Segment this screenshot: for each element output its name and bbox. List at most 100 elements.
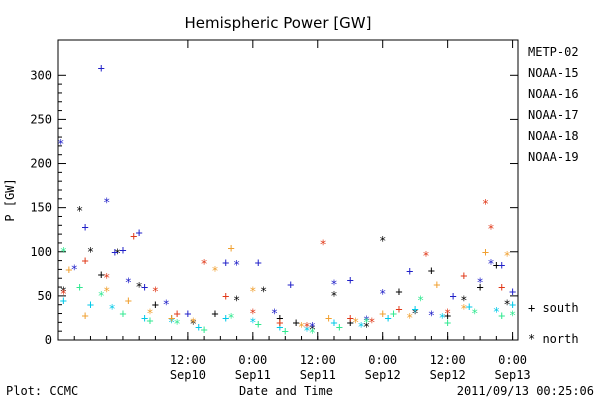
y-tick-label-6: 300 — [30, 68, 52, 82]
point-noaa-15-2: + — [81, 220, 88, 234]
point-noaa-17-10: * — [309, 326, 316, 340]
point-noaa-19-5: + — [173, 307, 180, 321]
point-metp-02-23: * — [460, 293, 467, 307]
y-axis-label: P [GW] — [3, 178, 17, 221]
point-noaa-15-17: * — [309, 320, 316, 334]
point-noaa-17-4: + — [146, 314, 153, 328]
point-noaa-15-21: * — [379, 287, 386, 301]
point-metp-02-26: * — [504, 298, 511, 312]
y-tick-label-5: 250 — [30, 112, 52, 126]
chart-title: Hemispheric Power [GW] — [185, 14, 372, 32]
point-noaa-15-8: + — [136, 225, 143, 239]
point-metp-02-2: * — [87, 245, 94, 259]
point-noaa-19-2: * — [103, 271, 110, 285]
point-noaa-16-17: + — [509, 298, 516, 312]
point-metp-02-11: * — [260, 284, 267, 298]
point-noaa-19-20: + — [498, 280, 505, 294]
point-noaa-17-18: * — [509, 308, 516, 322]
y-tick-label-0: 0 — [45, 333, 52, 347]
point-metp-02-7: + — [168, 311, 175, 325]
point-noaa-19-3: + — [130, 229, 137, 243]
point-noaa-16-3: + — [141, 311, 148, 325]
point-noaa-18-12: + — [325, 311, 332, 325]
point-metp-02-17: * — [363, 320, 370, 334]
point-noaa-17-6: + — [201, 322, 208, 336]
y-tick-label-1: 50 — [38, 289, 52, 303]
point-noaa-19-12: + — [347, 311, 354, 325]
x-tick-date-4: Sep12 — [430, 368, 466, 382]
point-metp-02-16: + — [347, 315, 354, 329]
point-noaa-16-8: + — [276, 320, 283, 334]
point-noaa-17-7: * — [228, 311, 235, 325]
point-noaa-19-10: * — [303, 320, 310, 334]
point-noaa-17-8: + — [255, 317, 262, 331]
point-noaa-18-18: + — [482, 245, 489, 259]
point-noaa-19-4: * — [152, 284, 159, 298]
legend-entry-noaa-16: NOAA-16 — [528, 87, 579, 101]
point-noaa-15-16: + — [287, 277, 294, 291]
y-tick-label-3: 150 — [30, 201, 52, 215]
point-noaa-15-19: + — [347, 273, 354, 287]
point-noaa-19-19: * — [487, 222, 494, 236]
point-noaa-17-12: * — [363, 315, 370, 329]
point-noaa-18-7: * — [211, 264, 218, 278]
point-metp-02-0: * — [60, 284, 67, 298]
point-noaa-16-1: + — [87, 298, 94, 312]
legend-entry-metp-02: METP-02 — [528, 45, 579, 59]
x-tick-time-5: 0:00 — [498, 353, 527, 367]
point-noaa-18-10: + — [276, 315, 283, 329]
point-metp-02-14: * — [309, 322, 316, 336]
point-noaa-17-0: * — [60, 245, 67, 259]
y-tick-label-4: 200 — [30, 157, 52, 171]
point-noaa-19-7: + — [222, 289, 229, 303]
point-noaa-19-14: + — [395, 302, 402, 316]
point-noaa-17-17: + — [498, 308, 505, 322]
point-metp-02-19: + — [395, 284, 402, 298]
x-tick-time-1: 0:00 — [238, 353, 267, 367]
x-tick-time-3: 0:00 — [368, 353, 397, 367]
point-noaa-18-17: * — [460, 302, 467, 316]
point-noaa-15-14: + — [255, 255, 262, 269]
point-noaa-18-13: * — [352, 315, 359, 329]
point-noaa-15-6: + — [119, 243, 126, 257]
point-noaa-17-3: + — [119, 307, 126, 321]
point-noaa-15-22: + — [406, 264, 413, 278]
plot-source: Plot: CCMC — [6, 384, 78, 398]
point-noaa-15-23: * — [428, 308, 435, 322]
x-tick-time-4: 12:00 — [430, 353, 466, 367]
point-noaa-15-5: + — [111, 245, 118, 259]
point-metp-02-3: + — [98, 268, 105, 282]
point-noaa-17-16: * — [471, 307, 478, 321]
legend-south-marker: + south — [528, 301, 579, 315]
plot-timestamp: 2011/09/13 00:25:06 — [457, 384, 594, 398]
point-noaa-15-12: + — [222, 255, 229, 269]
point-noaa-15-24: + — [449, 289, 456, 303]
legend-entry-noaa-19: NOAA-19 — [528, 150, 579, 164]
point-metp-02-6: + — [152, 298, 159, 312]
legend-north-marker: * north — [528, 332, 579, 346]
point-noaa-15-4: * — [103, 195, 110, 209]
point-noaa-15-7: * — [125, 276, 132, 290]
point-noaa-18-3: + — [125, 293, 132, 307]
point-metp-02-18: * — [379, 234, 386, 248]
point-noaa-18-6: * — [190, 315, 197, 329]
point-noaa-18-8: + — [228, 241, 235, 255]
y-tick-label-2: 100 — [30, 245, 52, 259]
point-noaa-19-0: * — [60, 287, 67, 301]
point-noaa-16-12: + — [385, 311, 392, 325]
point-noaa-15-26: * — [487, 257, 494, 271]
point-noaa-19-8: * — [249, 307, 256, 321]
x-tick-time-0: 12:00 — [170, 353, 206, 367]
point-noaa-18-1: + — [81, 308, 88, 322]
x-tick-date-5: Sep13 — [495, 368, 531, 382]
point-noaa-16-9: * — [303, 324, 310, 338]
point-noaa-19-11: * — [320, 238, 327, 252]
point-noaa-19-15: * — [422, 249, 429, 263]
point-noaa-19-13: * — [368, 315, 375, 329]
point-noaa-19-16: * — [444, 307, 451, 321]
point-metp-02-15: * — [330, 289, 337, 303]
point-noaa-17-5: * — [173, 317, 180, 331]
point-noaa-15-9: + — [141, 280, 148, 294]
point-metp-02-25: + — [493, 258, 500, 272]
